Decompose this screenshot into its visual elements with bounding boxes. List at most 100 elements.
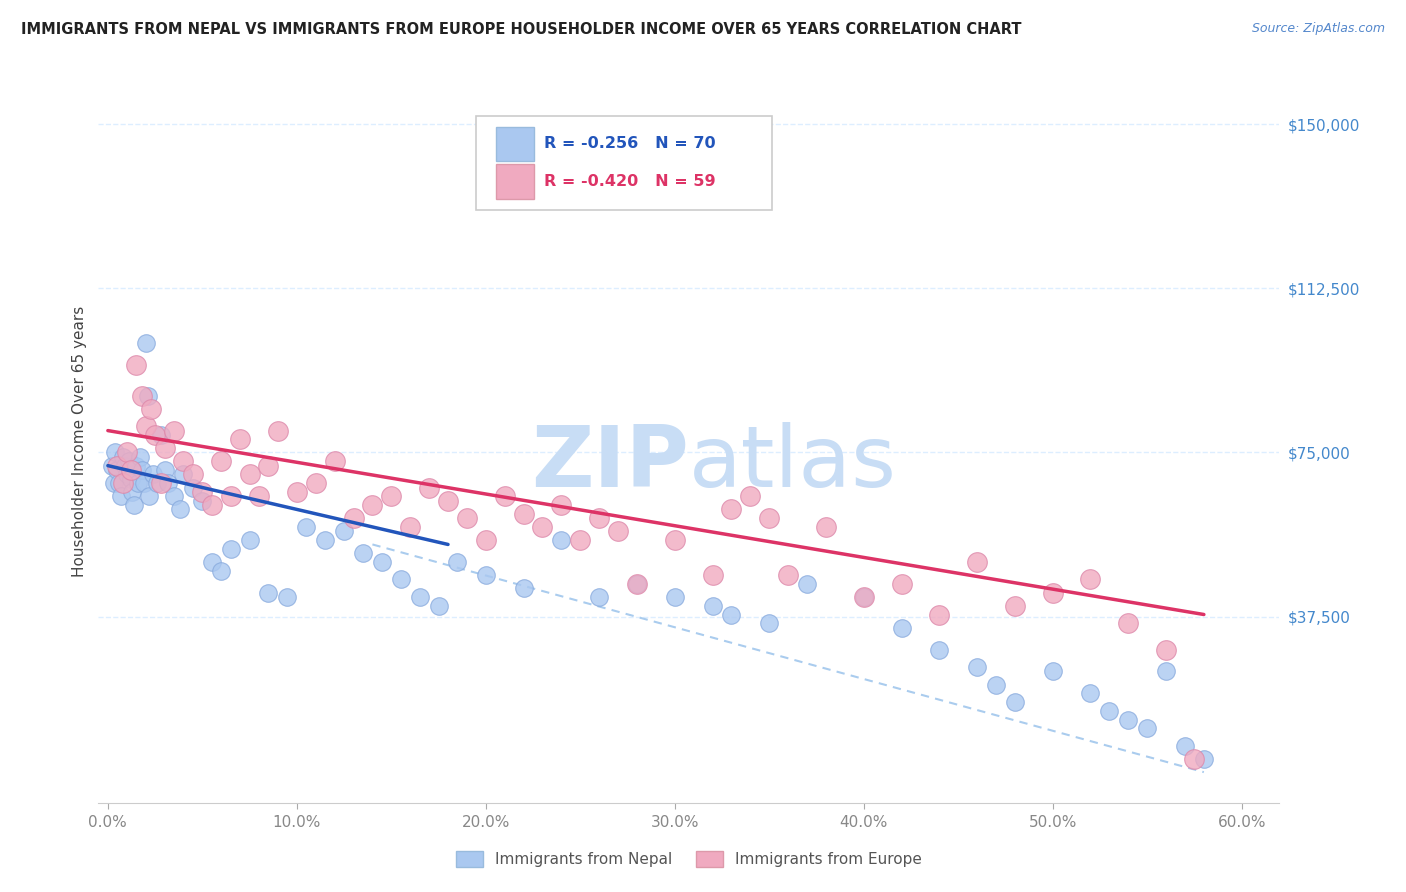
Point: [111, 450, 134, 464]
Point: [103, 476, 125, 491]
Point: [408, 590, 430, 604]
Point: [664, 590, 686, 604]
Point: [456, 511, 478, 525]
Point: [607, 524, 630, 539]
Point: [890, 621, 912, 635]
Point: [966, 660, 988, 674]
Point: [1174, 739, 1197, 753]
Point: [295, 520, 318, 534]
Point: [1192, 752, 1215, 766]
Point: [389, 573, 412, 587]
Point: [146, 476, 169, 491]
Point: [157, 476, 180, 491]
Point: [305, 476, 328, 491]
Point: [626, 577, 648, 591]
Point: [219, 541, 242, 556]
Point: [1116, 713, 1139, 727]
Point: [191, 484, 214, 499]
Point: [588, 511, 610, 525]
Point: [132, 476, 155, 491]
Point: [136, 388, 159, 402]
Point: [100, 458, 122, 473]
Point: [276, 590, 298, 604]
Point: [118, 454, 141, 468]
Point: [626, 577, 648, 591]
Point: [138, 489, 160, 503]
Point: [778, 568, 800, 582]
Point: [1184, 752, 1206, 766]
Point: [740, 489, 762, 503]
Point: [371, 555, 394, 569]
Point: [1116, 616, 1139, 631]
Point: [1154, 665, 1177, 679]
Point: [115, 445, 138, 459]
Text: R = -0.256   N = 70: R = -0.256 N = 70: [544, 136, 716, 152]
Point: [1004, 599, 1026, 613]
Point: [267, 424, 290, 438]
Point: [105, 463, 128, 477]
Point: [120, 463, 142, 477]
Point: [120, 472, 142, 486]
Text: atlas: atlas: [689, 422, 897, 505]
Point: [115, 467, 138, 482]
Point: [127, 476, 149, 491]
Point: [512, 507, 534, 521]
Point: [1042, 665, 1064, 679]
Point: [131, 463, 153, 477]
Point: [418, 481, 440, 495]
Point: [814, 520, 837, 534]
Point: [928, 607, 950, 622]
Point: [247, 489, 270, 503]
Point: [143, 428, 166, 442]
Point: [352, 546, 374, 560]
Y-axis label: Householder Income Over 65 years: Householder Income Over 65 years: [72, 306, 87, 577]
Point: [257, 585, 280, 599]
Point: [114, 458, 136, 473]
Point: [1004, 695, 1026, 709]
FancyBboxPatch shape: [496, 127, 534, 161]
Point: [796, 577, 818, 591]
Point: [475, 533, 498, 547]
FancyBboxPatch shape: [477, 117, 772, 211]
Text: Source: ZipAtlas.com: Source: ZipAtlas.com: [1251, 22, 1385, 36]
Point: [1136, 722, 1159, 736]
Point: [129, 450, 152, 464]
Point: [149, 476, 172, 491]
Point: [852, 590, 875, 604]
Point: [163, 424, 186, 438]
Point: [702, 568, 724, 582]
Point: [124, 498, 146, 512]
Point: [427, 599, 450, 613]
Point: [758, 616, 780, 631]
Point: [1080, 686, 1102, 700]
Point: [588, 590, 610, 604]
Point: [285, 484, 308, 499]
Point: [201, 498, 224, 512]
Legend: Immigrants from Nepal, Immigrants from Europe: Immigrants from Nepal, Immigrants from E…: [449, 843, 929, 875]
Point: [437, 493, 460, 508]
Point: [105, 458, 128, 473]
Point: [172, 467, 194, 482]
Point: [966, 555, 988, 569]
Point: [314, 533, 336, 547]
Point: [1154, 642, 1177, 657]
Point: [550, 533, 572, 547]
Point: [475, 568, 498, 582]
Text: IMMIGRANTS FROM NEPAL VS IMMIGRANTS FROM EUROPE HOUSEHOLDER INCOME OVER 65 YEARS: IMMIGRANTS FROM NEPAL VS IMMIGRANTS FROM…: [21, 22, 1022, 37]
Point: [209, 454, 232, 468]
Point: [169, 502, 191, 516]
Point: [1080, 573, 1102, 587]
Point: [550, 498, 572, 512]
Point: [852, 590, 875, 604]
Point: [219, 489, 242, 503]
Point: [201, 555, 224, 569]
Text: ZIP: ZIP: [531, 422, 689, 505]
Point: [141, 401, 163, 416]
Point: [149, 428, 172, 442]
Point: [191, 493, 214, 508]
Point: [702, 599, 724, 613]
Point: [125, 458, 148, 473]
Point: [758, 511, 780, 525]
Point: [446, 555, 468, 569]
Point: [163, 489, 186, 503]
